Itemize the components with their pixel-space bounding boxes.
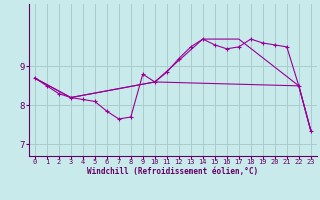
- X-axis label: Windchill (Refroidissement éolien,°C): Windchill (Refroidissement éolien,°C): [87, 167, 258, 176]
